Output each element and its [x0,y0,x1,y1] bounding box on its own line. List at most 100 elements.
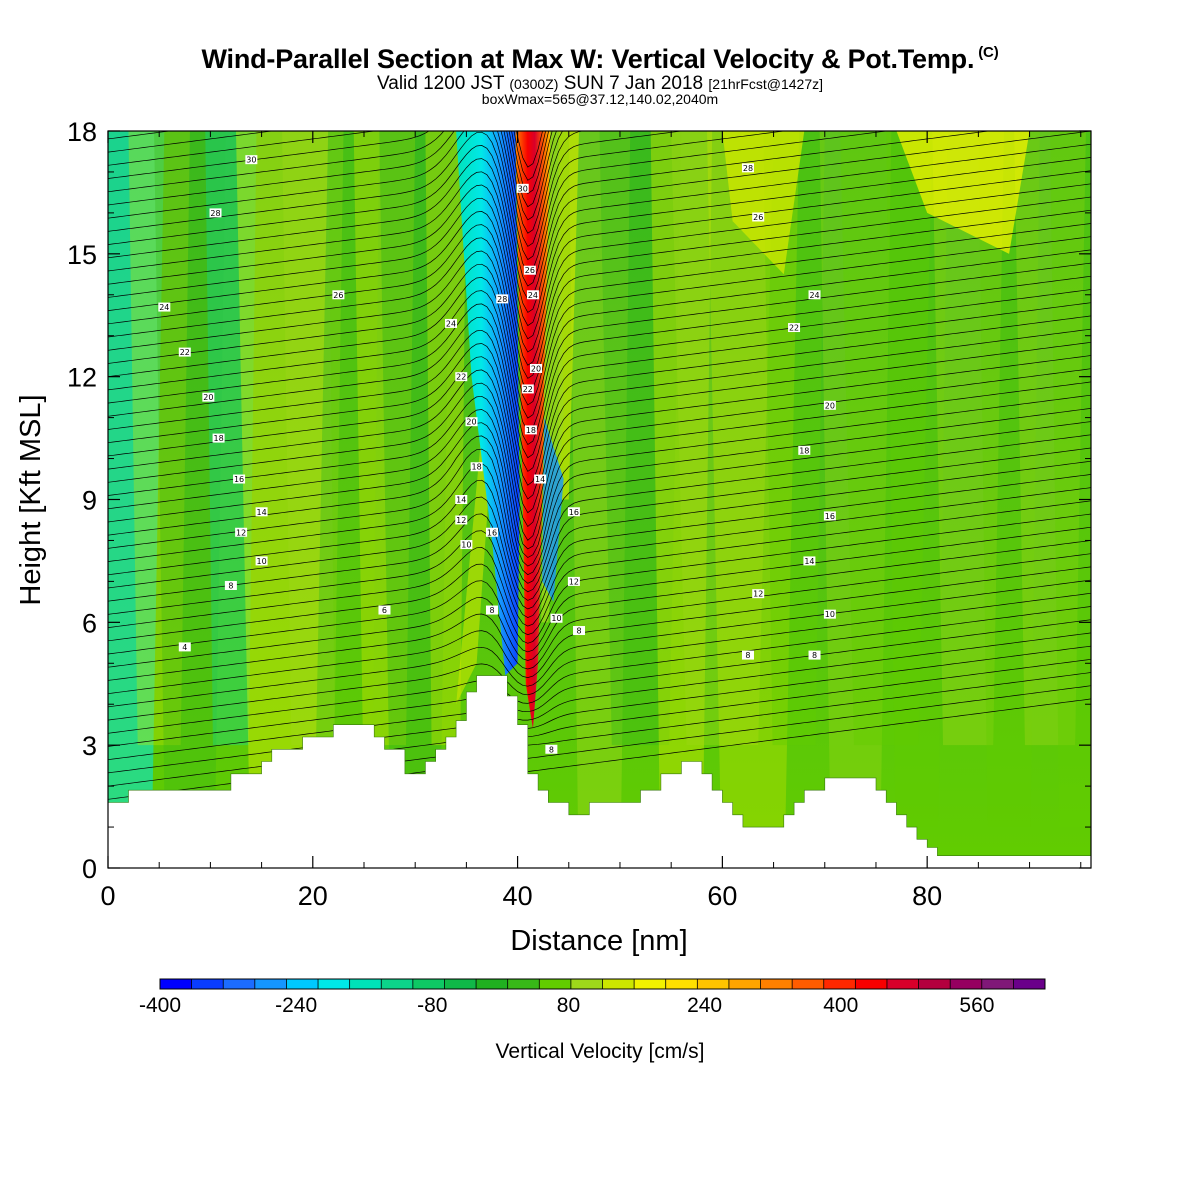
contour-label-text: 14 [804,557,814,566]
y-tick-label: 9 [82,486,97,516]
colorbar-swatch [1013,979,1046,989]
velocity-patch [558,131,580,500]
colorbar-label: Vertical Velocity [cm/s] [496,1040,705,1063]
contour-label: 18 [798,445,811,455]
x-axis-label: Distance [nm] [510,925,687,957]
contour-label: 8 [545,744,558,754]
colorbar-swatch [349,979,382,989]
contour-label: 28 [209,208,222,218]
colorbar-swatch [570,979,603,989]
contour-label-bg [567,576,580,586]
contour-label: 10 [460,540,473,550]
theta-contour [108,553,1091,681]
contour-label-text: 30 [518,184,528,193]
contour-label-bg [526,290,539,300]
contour-label-bg [235,527,248,537]
contour-label-bg [158,302,171,312]
contour-label-text: 8 [489,606,494,615]
theta-contour [108,355,1091,541]
velocity-streak [763,131,825,746]
contour-label-text: 22 [523,385,533,394]
theta-contour [108,262,1091,446]
velocity-streak [978,131,1040,828]
contour-label-text: 28 [743,164,753,173]
y-tick-label: 0 [82,854,97,884]
colorbar-swatch [160,979,193,989]
theta-contour [108,513,1091,644]
theta-contour [108,249,1091,432]
contour-label-bg [465,417,478,427]
colorbar-swatch [697,979,730,989]
contour-label-text: 26 [525,266,535,275]
theta-contour [108,619,1091,747]
contour-label-bg [245,155,258,165]
contour-label-text: 22 [180,348,190,357]
contour-label-text: 30 [246,156,256,165]
contour-label-bg [823,511,836,521]
contour-label-text: 10 [257,557,267,566]
contour-label-text: 14 [456,496,466,505]
contour-label-text: 20 [825,401,835,410]
theta-contour [108,131,557,221]
theta-contour [108,143,1091,327]
velocity-streak [128,131,190,746]
theta-contour [108,500,1091,636]
contour-label: 30 [245,155,258,165]
contour-label: 6 [378,605,391,615]
colorbar-swatch [444,979,477,989]
contour-label-bg [332,290,345,300]
theta-contour [108,592,1091,721]
contour-label: 12 [455,515,468,525]
theta-contour [108,394,1091,567]
theta-contour [108,447,1091,601]
contour-label-bg [534,474,547,484]
x-tick-label: 40 [503,881,533,911]
contour-label-bg [823,609,836,619]
contour-label-text: 24 [446,319,456,328]
theta-contour [108,328,1091,514]
contour-label-bg [741,163,754,173]
contour-label-text: 26 [333,291,343,300]
contour-label: 20 [530,363,543,373]
contour-label-bg [808,290,821,300]
velocity-streak [886,131,948,828]
theta-contour [108,302,1091,486]
colorbar-swatch [412,979,445,989]
contour-label-bg [455,372,468,382]
terrain-mask [108,675,1091,868]
contour-label-text: 16 [825,512,835,521]
theta-contour [108,526,1091,655]
velocity-streak [205,131,257,746]
contour-label: 24 [808,290,821,300]
contour-label-bg [516,183,529,193]
contour-label-text: 8 [549,745,554,754]
velocity-streak [353,131,416,746]
contour-label-bg [233,474,246,484]
contour-label: 14 [534,474,547,484]
theta-contour [108,540,1091,668]
contour-label-bg [550,613,563,623]
velocity-streak [328,131,380,828]
potential-temperature-contours [108,131,1091,827]
colorbar-swatch [381,979,414,989]
theta-contour [108,474,1091,618]
theta-contour [108,421,1091,584]
contour-label-text: 10 [461,541,471,550]
contour-label-bg [524,425,537,435]
contour-label-bg [803,556,816,566]
colorbar-swatch [760,979,793,989]
contour-label-text: 18 [799,446,809,455]
contour-label-bg [741,650,754,660]
contour-label-text: 16 [487,528,497,537]
contour-label-text: 12 [753,590,763,599]
colorbar-swatch [191,979,224,989]
contour-label-text: 28 [497,295,507,304]
colorbar-tick-label: -240 [275,994,317,1017]
velocity-streak [568,131,631,828]
theta-contour [108,381,1091,558]
contour-label: 18 [212,433,225,443]
contour-label-text: 24 [528,291,538,300]
contour-label-bg [470,462,483,472]
contour-label: 14 [803,556,816,566]
